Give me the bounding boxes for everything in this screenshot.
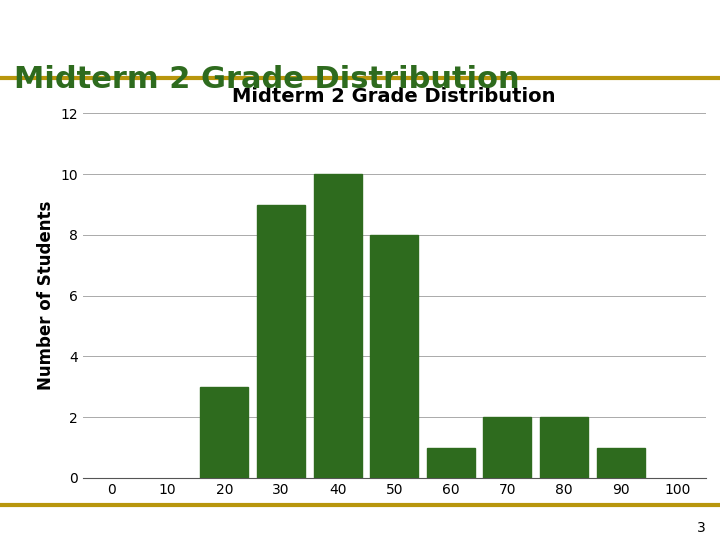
Bar [540, 417, 588, 478]
Text: Midterm 2 Grade Distribution: Midterm 2 Grade Distribution [14, 65, 520, 94]
Bar [427, 448, 475, 478]
Bar [200, 387, 248, 478]
Bar [597, 448, 644, 478]
Bar [483, 417, 531, 478]
Text: 3: 3 [697, 521, 706, 535]
Title: Midterm 2 Grade Distribution: Midterm 2 Grade Distribution [233, 87, 556, 106]
Y-axis label: Number of Students: Number of Students [37, 201, 55, 390]
Bar [257, 205, 305, 478]
Bar [313, 174, 361, 478]
Bar [370, 235, 418, 478]
